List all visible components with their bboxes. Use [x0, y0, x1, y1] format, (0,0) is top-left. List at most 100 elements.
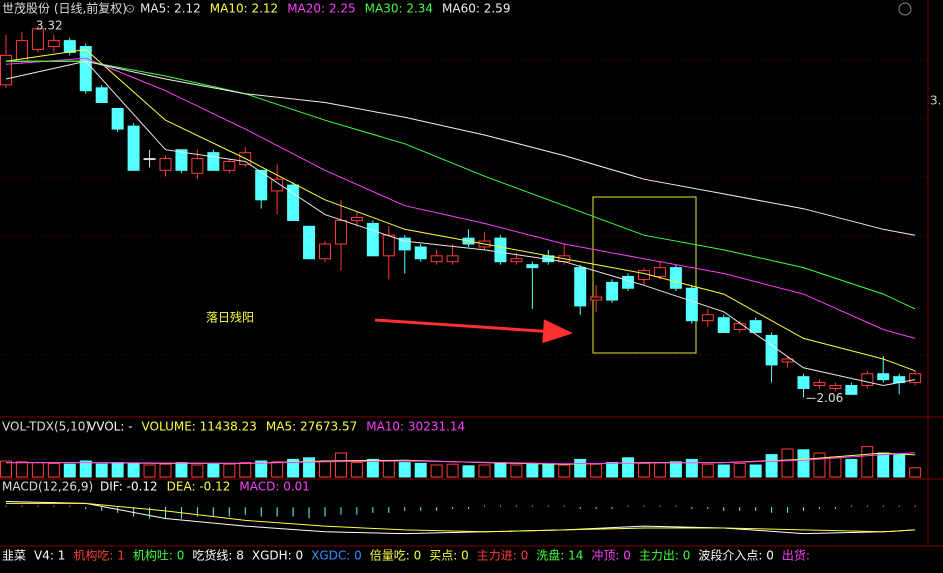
ma-line — [5, 60, 916, 236]
grid — [0, 59, 928, 356]
volume-bar — [398, 462, 411, 478]
candle-body — [606, 281, 619, 301]
candle-body — [382, 234, 395, 257]
volume-bar — [95, 463, 108, 478]
volume-bar — [653, 462, 666, 478]
candle-body — [79, 46, 92, 92]
low-label: 2.06 — [817, 391, 844, 405]
volume-bar — [717, 464, 730, 478]
volume-bar — [574, 458, 587, 478]
footer-item: 倍量吃: 0 — [370, 548, 422, 563]
volume-bar — [669, 461, 682, 478]
candle-body — [63, 40, 76, 53]
candle-body — [446, 255, 459, 263]
volume-bar — [446, 463, 459, 478]
candle-body — [47, 40, 60, 48]
footer-item: XGDC: 0 — [311, 549, 362, 563]
candle-body — [845, 385, 858, 395]
candle-body — [143, 158, 156, 161]
volume-bar — [15, 461, 28, 478]
volume-bar — [733, 462, 746, 478]
candle-body — [271, 178, 284, 192]
candle-body — [701, 314, 714, 322]
ma-line — [6, 60, 916, 387]
panel-title: VOL-TDX(5,10) — [2, 420, 90, 434]
panel-title: MACD(12,26,9) — [2, 480, 93, 494]
volume-bar — [207, 462, 220, 478]
volume-bar — [781, 448, 794, 478]
candle-body — [191, 158, 204, 174]
legend-entry: MA20: 2.25 — [287, 2, 355, 16]
volume-bar — [558, 464, 571, 478]
volume-bar — [334, 452, 347, 478]
volume-bar — [845, 458, 858, 478]
volume-bar — [350, 462, 363, 478]
candle-body — [303, 225, 316, 260]
volume-bar — [143, 464, 156, 478]
candle-body — [319, 243, 331, 260]
footer-item: 冲顶: 0 — [591, 548, 631, 563]
candle-body — [223, 160, 236, 171]
y-axis-label: 3. — [930, 94, 941, 108]
volume-bar — [829, 456, 842, 478]
volume-bar — [63, 463, 76, 478]
volume-bar — [239, 462, 252, 478]
volume-bar — [0, 460, 12, 478]
footer-item: V4: 1 — [34, 549, 65, 563]
ma-line — [6, 60, 916, 310]
volume-bar — [638, 462, 650, 478]
volume-bar — [159, 463, 172, 478]
legend-entry: MA30: 2.34 — [365, 2, 433, 16]
candle-body — [0, 54, 12, 86]
footer-item: 机构吃: 1 — [73, 548, 125, 563]
footer-item: 买点: 0 — [429, 549, 469, 563]
volume-bar — [319, 460, 331, 478]
volume-bar — [542, 462, 555, 478]
settings-icon[interactable] — [898, 2, 912, 16]
footer-item: 主力进: 0 — [477, 549, 529, 563]
volume-bar — [430, 464, 443, 478]
ma-line — [5, 501, 916, 535]
volume-bar — [175, 462, 188, 478]
legend-icon[interactable]: ⊙ — [125, 2, 135, 16]
volume-bar — [79, 460, 92, 478]
volume-bar — [861, 446, 874, 478]
volume-bar — [813, 452, 826, 478]
volume-bar — [414, 462, 427, 478]
candle-body — [287, 184, 300, 221]
candle-body — [350, 217, 363, 221]
ma-line — [6, 502, 916, 533]
candle-body — [861, 373, 874, 387]
footer-item: 出货: — [782, 548, 810, 563]
volume-bar — [877, 452, 890, 478]
volume-bar — [701, 463, 714, 478]
legend-entry: MA5: 2.12 — [140, 2, 201, 16]
volume-bar — [590, 463, 603, 478]
footer-item: 机构吐: 0 — [133, 548, 185, 563]
candle-body — [430, 255, 443, 263]
volume-bar — [797, 449, 810, 478]
candle-body — [653, 267, 666, 277]
ma-line — [5, 57, 916, 339]
legend-entry: MA5: 27673.57 — [266, 420, 357, 434]
candle-body — [95, 87, 108, 104]
highlight-box — [592, 196, 697, 354]
volume-bar — [111, 462, 124, 478]
volume-bar — [510, 464, 523, 478]
candle-body — [494, 237, 507, 263]
legend-entry: MA10: 30231.14 — [366, 420, 465, 434]
legend-entry: MACD: 0.01 — [239, 480, 310, 494]
candle-body — [111, 107, 124, 130]
volume-bar — [271, 461, 284, 478]
candle-body — [622, 275, 635, 289]
annotation-arrow — [374, 318, 573, 344]
volume-bar — [255, 460, 268, 478]
legend-entry: VOLUME: 11438.23 — [142, 420, 257, 434]
candle-body — [669, 267, 682, 289]
candle-body — [574, 267, 587, 307]
volume-bar — [494, 462, 507, 478]
candle-body — [909, 373, 922, 384]
candle-body — [31, 28, 44, 50]
candle-body — [877, 373, 890, 381]
